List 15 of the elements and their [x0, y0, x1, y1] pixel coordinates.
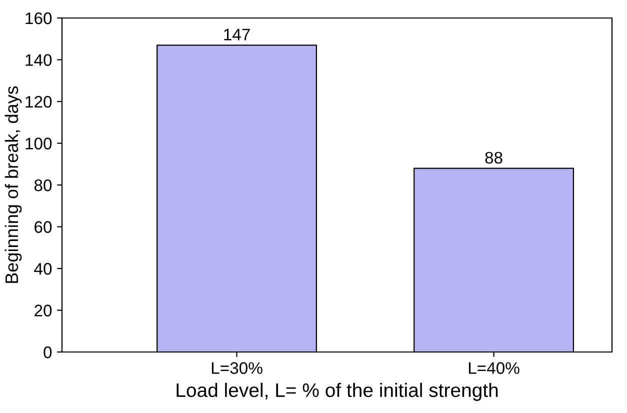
x-axis-title: Load level, L= % of the initial strength [176, 382, 498, 401]
x-tick-label: L=40% [468, 362, 520, 374]
y-tick-label: 0 [44, 346, 52, 358]
y-axis-title: Beginning of break, days [4, 86, 22, 283]
data-label: 147 [224, 28, 250, 40]
y-tick-label: 40 [34, 262, 52, 275]
x-tick-label: L=30% [212, 362, 262, 374]
data-label: 88 [485, 152, 502, 164]
y-tick-label: 160 [26, 12, 52, 24]
y-tick-label: 20 [34, 304, 52, 316]
y-tick-label: 80 [34, 179, 52, 192]
y-tick-label: 120 [26, 96, 52, 108]
y-tick-label: 140 [26, 54, 52, 66]
y-tick-label: 60 [34, 221, 52, 233]
y-tick-label: 100 [26, 138, 52, 150]
